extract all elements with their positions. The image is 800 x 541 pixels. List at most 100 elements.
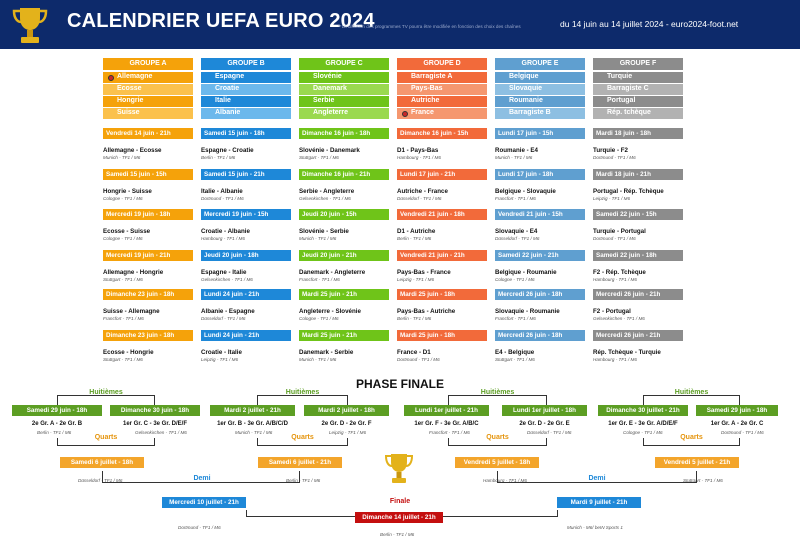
match-teams: Albanie - Espagne — [201, 308, 255, 315]
group-team: Pays-Bas — [397, 84, 487, 95]
match-date: Jeudi 20 juin - 15h — [299, 209, 389, 220]
match-venue: Leipzig - TF1 / M6 — [397, 277, 435, 282]
match-teams: Portugal - Rép. Tchèque — [593, 188, 664, 195]
group-header: GROUPE D — [397, 58, 487, 70]
match-slot: Mardi 18 juin - 18h Turquie - F2 Dortmund … — [593, 128, 683, 160]
match-venue: Francfort - TF1 / M6 — [299, 277, 340, 282]
huitieme-venue: Leipzig - TF1 / M6 — [329, 430, 367, 435]
match-venue: Hambourg - TF1 / M6 — [201, 236, 245, 241]
group-a: GROUPE A Allemagne Ecosse Hongrie Suisse — [103, 58, 193, 120]
match-date: Dimanche 23 juin - 18h — [103, 289, 193, 300]
huitieme-date: Dimanche 30 juin - 18h — [110, 405, 200, 416]
huitieme-date: Lundi 1er juillet - 18h — [502, 405, 587, 416]
match-slot: Mardi 25 juin - 18h France - D1 Dortmund -… — [397, 330, 487, 362]
huitieme-date: Mardi 2 juillet - 18h — [304, 405, 389, 416]
huitieme-teams: 2e Gr. D - 2e Gr. E — [519, 421, 570, 427]
match-slot: Mercredi 26 juin - 18h E4 - Belgique Stutt… — [495, 330, 585, 362]
match-venue: Düsseldorf - TF1 / M6 — [397, 196, 442, 201]
match-slot: Lundi 17 juin - 15h Roumanie - E4 Munich -… — [495, 128, 585, 160]
group-team: Slovénie — [299, 72, 389, 83]
huitieme-venue: Düsseldorf - TF1 / M6 — [527, 430, 572, 435]
match-date: Jeudi 20 juin - 21h — [299, 250, 389, 261]
huitieme-teams: 2e Gr. A - 2e Gr. B — [31, 421, 83, 427]
match-slot: Jeudi 20 juin - 18h Espagne - Italie Gelse… — [201, 250, 291, 282]
label-demi: Demi — [588, 475, 606, 482]
match-slot: Lundi 24 juin - 21h Croatie - Italie Leipz… — [201, 330, 291, 362]
label-finale: Finale — [389, 498, 411, 505]
huitieme-venue: Gelsenkirchen - TF1 / M6 — [135, 430, 187, 435]
group-header: GROUPE B — [201, 58, 291, 70]
huitieme-teams: 1er Gr. E - 3e Gr. A/D/E/F — [608, 421, 678, 427]
group-team: Slovaquie — [495, 84, 585, 95]
match-teams: F2 - Rép. Tchèque — [593, 269, 646, 276]
group-team: Ecosse — [103, 84, 193, 95]
match-date: Mercredi 19 juin - 18h — [103, 209, 193, 220]
label-quarts: Quarts — [680, 434, 703, 441]
match-teams: Turquie - F2 — [593, 147, 628, 154]
match-venue: Cologne - TF1 / M6 — [495, 277, 535, 282]
group-team: Serbie — [299, 96, 389, 107]
match-venue: Stuttgart - TF1 / M6 — [103, 357, 143, 362]
huitieme-teams: 1er Gr. F - 3e Gr. A/B/C — [414, 421, 479, 427]
quart-venue: Stuttgart - TF1 / M6 — [683, 478, 723, 483]
match-venue: Hambourg - TF1 / M6 — [593, 357, 637, 362]
match-date: Vendredi 21 juin - 15h — [495, 209, 585, 220]
flag-icon — [108, 74, 114, 81]
match-slot: Samedi 22 juin - 15h Turquie - Portugal Do… — [593, 209, 683, 241]
match-venue: Berlin - TF1 / M6 — [201, 155, 236, 160]
match-date: Mardi 25 juin - 21h — [299, 330, 389, 341]
quart-venue: Hambourg - TF1 / M6 — [483, 478, 527, 483]
header-banner: CALENDRIER UEFA EURO 2024 **La diffusion… — [0, 0, 800, 49]
match-date: Mercredi 26 juin - 21h — [593, 330, 683, 341]
match-venue: Cologne - TF1 / M6 — [103, 236, 143, 241]
quart-venue: Düsseldorf - TF1 / M6 — [78, 478, 123, 483]
match-slot: Dimanche 16 juin - 15h D1 - Pays-Bas Hambo… — [397, 128, 487, 160]
match-venue: Francfort - TF1 / M6 — [495, 196, 536, 201]
match-venue: Stuttgart - TF1 / M6 — [299, 155, 339, 160]
match-date: Samedi 15 juin - 18h — [201, 128, 291, 139]
match-slot: Mercredi 19 juin - 18h Ecosse - Suisse Col… — [103, 209, 193, 241]
trophy-icon — [384, 454, 414, 483]
quart-date: Vendredi 5 juillet - 21h — [655, 457, 739, 468]
quart-venue: Berlin - TF1 / M6 — [286, 478, 321, 483]
match-venue: Cologne - TF1 / M6 — [103, 196, 143, 201]
match-date: Lundi 24 juin - 21h — [201, 330, 291, 341]
bracket-line — [448, 438, 547, 446]
group-team: Allemagne — [103, 72, 193, 83]
label-quarts: Quarts — [94, 434, 118, 441]
match-date: Lundi 17 juin - 15h — [495, 128, 585, 139]
match-slot: Mercredi 26 juin - 18h Slovaquie - Rouman… — [495, 289, 585, 321]
huitieme-teams: 1er Gr. C - 3e Gr. D/E/F — [122, 421, 188, 427]
bracket-line — [257, 395, 348, 405]
group-team: Portugal — [593, 96, 683, 107]
page-title: CALENDRIER UEFA EURO 2024 — [67, 10, 375, 32]
group-d: GROUPE D Barragiste A Pays-Bas Autriche Fran… — [397, 58, 487, 120]
match-slot: Mercredi 19 juin - 15h Croatie - Albanie H… — [201, 209, 291, 241]
group-team: Belgique — [495, 72, 585, 83]
match-teams: Danemark - Angleterre — [299, 269, 366, 276]
match-date: Mercredi 26 juin - 18h — [495, 330, 585, 341]
match-teams: Rép. Tchèque - Turquie — [593, 349, 661, 356]
match-teams: Roumanie - E4 — [495, 147, 538, 154]
match-venue: Leipzig - TF1 / M6 — [593, 196, 631, 201]
bracket-line — [497, 471, 697, 483]
match-teams: Ecosse - Hongrie — [103, 349, 154, 356]
match-teams: Angleterre - Slovénie — [299, 308, 361, 315]
match-date: Mercredi 26 juin - 18h — [495, 289, 585, 300]
match-teams: Danemark - Serbie — [299, 349, 354, 356]
match-teams: Slovénie - Serbie — [299, 228, 349, 235]
group-f: GROUPE F Turquie Barragiste C Portugal Rép. … — [593, 58, 683, 120]
match-slot: Lundi 24 juin - 21h Albanie - Espagne Düss… — [201, 289, 291, 321]
match-teams: E4 - Belgique — [495, 349, 535, 356]
match-date: Lundi 17 juin - 18h — [495, 169, 585, 180]
match-slot: Samedi 15 juin - 18h Espagne - Croatie Ber… — [201, 128, 291, 160]
match-date: Mardi 25 juin - 18h — [397, 289, 487, 300]
group-header: GROUPE A — [103, 58, 193, 70]
trophy-icon — [12, 8, 48, 43]
group-team: Rép. tchèque — [593, 108, 683, 119]
huitieme-teams: 2e Gr. D - 2e Gr. F — [321, 421, 372, 427]
match-date: Vendredi 14 juin - 21h — [103, 128, 193, 139]
match-slot: Mardi 18 juin - 21h Portugal - Rép. Tchèq… — [593, 169, 683, 201]
match-date: Mardi 18 juin - 21h — [593, 169, 683, 180]
label-huitiemes: Huitièmes — [674, 389, 709, 396]
